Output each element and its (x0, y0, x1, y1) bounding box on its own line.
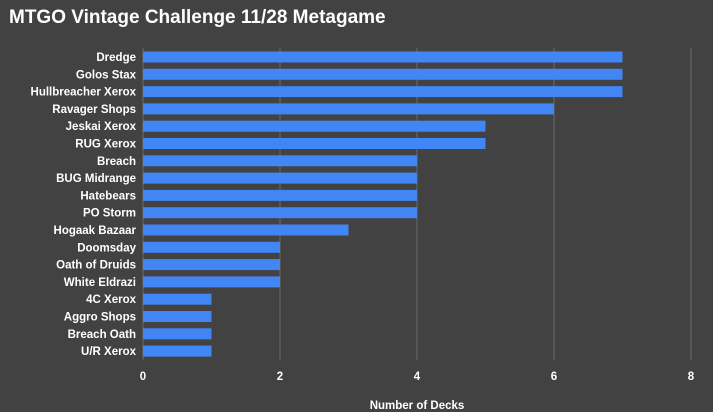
category-labels: Dredge Golos Stax Hullbreacher Xerox Ravage… (31, 52, 137, 358)
category-label: Oath of Druids (56, 260, 136, 272)
gridlines (142, 48, 692, 360)
bar-dredge (143, 51, 623, 63)
bar-golos-stax (143, 68, 623, 80)
bar-4c-xerox (143, 293, 212, 305)
bar-u-r-xerox (143, 345, 212, 357)
bar-jeskai-xerox (143, 120, 486, 132)
category-label: RUG Xerox (75, 139, 136, 151)
bars (143, 51, 623, 357)
bar-hullbreacher-xerox (143, 86, 623, 98)
chart-title: MTGO Vintage Challenge 11/28 Metagame (9, 7, 386, 28)
category-label: Jeskai Xerox (66, 121, 137, 133)
category-label: Ravager Shops (52, 104, 136, 116)
x-tick-label: 2 (277, 371, 283, 383)
bar-white-eldrazi (143, 276, 280, 288)
category-label: 4C Xerox (86, 294, 136, 306)
category-label: Aggro Shops (64, 312, 136, 324)
category-label: White Eldrazi (64, 277, 136, 289)
category-label: BUG Midrange (56, 173, 136, 185)
category-label: Breach (97, 156, 136, 168)
category-label: U/R Xerox (81, 346, 137, 358)
x-tick-label: 6 (551, 371, 557, 383)
category-label: Dredge (96, 52, 136, 64)
category-label: Hullbreacher Xerox (31, 87, 137, 99)
bar-breach-oath (143, 328, 212, 340)
category-label: Doomsday (77, 242, 136, 254)
bar-hogaak-bazaar (143, 224, 349, 236)
x-tick-label: 4 (414, 371, 421, 383)
bar-po-storm (143, 207, 417, 219)
category-label: Hogaak Bazaar (54, 225, 137, 237)
bar-ravager-shops (143, 103, 554, 115)
x-tick-label: 0 (140, 371, 146, 383)
bar-oath-of-druids (143, 259, 280, 271)
x-tick-label: 8 (688, 371, 695, 383)
bar-doomsday (143, 241, 280, 253)
category-label: Hatebears (80, 190, 136, 202)
bar-hatebears (143, 189, 417, 201)
bar-aggro-shops (143, 311, 212, 322)
category-label: Breach Oath (68, 329, 136, 341)
x-tick-labels: 0 2 4 6 8 (140, 371, 695, 383)
bar-breach (143, 155, 417, 167)
category-label: PO Storm (83, 208, 136, 220)
bar-bug-midrange (143, 172, 417, 184)
bar-rug-xerox (143, 138, 486, 149)
x-axis-label: Number of Decks (370, 400, 465, 412)
category-label: Golos Stax (76, 69, 137, 81)
